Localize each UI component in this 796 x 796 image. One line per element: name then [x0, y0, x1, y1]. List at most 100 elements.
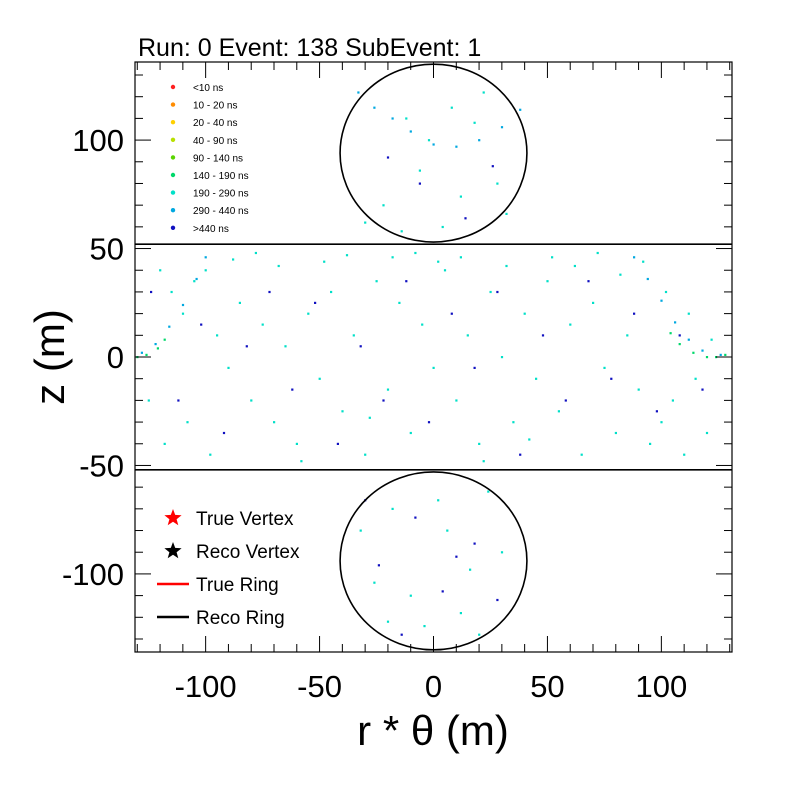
hit-point — [373, 581, 376, 584]
hit-point — [307, 312, 310, 315]
hit-point — [181, 312, 185, 315]
hit-point — [414, 251, 417, 255]
y-tick-label: 0 — [107, 340, 124, 375]
hit-point — [546, 280, 549, 283]
hit-point — [195, 277, 198, 281]
hit-point — [261, 323, 264, 326]
y-tick-label: -100 — [62, 557, 124, 592]
hit-point — [519, 108, 522, 111]
hit-point — [186, 421, 189, 424]
hit-point — [646, 277, 649, 281]
hit-point — [519, 453, 522, 456]
x-axis: -100 -50 0 50 100 — [136, 62, 731, 704]
hit-point — [692, 351, 695, 354]
hit-point — [168, 325, 171, 328]
hit-point — [386, 156, 390, 159]
hit-point — [478, 139, 481, 142]
hit-point — [238, 301, 241, 304]
x-tick-label: 100 — [635, 669, 687, 704]
hit-point — [455, 145, 458, 148]
hit-point — [364, 221, 367, 224]
hit-point — [569, 323, 572, 326]
hit-point — [455, 399, 458, 402]
hit-point — [464, 217, 467, 220]
hit-point — [391, 256, 394, 259]
hit-point — [610, 377, 613, 380]
hit-point — [314, 301, 317, 304]
hit-point — [619, 273, 622, 276]
legend-label: True Vertex — [196, 509, 294, 530]
hit-point — [227, 366, 230, 369]
hit-point — [163, 338, 166, 341]
hit-point — [427, 139, 431, 142]
hit-point — [633, 312, 636, 315]
plot-area — [134, 61, 733, 653]
hit-point — [473, 366, 476, 369]
hit-point — [500, 551, 504, 554]
plot-frame — [134, 61, 733, 653]
hit-point — [478, 442, 481, 445]
hit-point — [724, 353, 727, 356]
hit-point — [655, 410, 658, 413]
hit-point — [200, 323, 203, 326]
hit-point — [664, 290, 668, 294]
x-axis-title: r * θ (m) — [357, 707, 509, 754]
hit-point — [382, 399, 385, 402]
hit-point — [277, 264, 280, 268]
hit-point — [614, 431, 617, 435]
hit-point — [177, 399, 180, 402]
hit-point — [642, 260, 645, 263]
hit-point — [323, 260, 326, 263]
hits-layer — [136, 91, 727, 636]
hit-point — [418, 169, 421, 172]
x-tick-label: -100 — [175, 669, 237, 704]
hit-point — [391, 117, 394, 120]
legend-label: Reco Ring — [196, 608, 285, 629]
time-legend-marker — [170, 84, 176, 90]
hit-point — [573, 264, 576, 268]
time-legend-marker — [170, 208, 176, 213]
legend-label: True Ring — [196, 575, 279, 596]
hit-point — [441, 590, 444, 593]
hit-point — [147, 399, 150, 402]
hit-point — [459, 256, 462, 259]
hit-point — [587, 280, 590, 283]
y-axis: -100 -50 0 50 100 — [62, 74, 732, 640]
y-axis-title: z (m) — [26, 309, 73, 405]
hit-point — [505, 264, 508, 268]
hit-point — [273, 421, 276, 424]
hit-point — [564, 399, 567, 402]
time-legend-label: 190 - 290 ns — [193, 189, 249, 200]
hit-point — [541, 334, 545, 337]
hit-point — [232, 258, 235, 261]
hit-point — [352, 334, 355, 337]
time-legend-marker — [170, 102, 176, 107]
hit-point — [386, 388, 390, 391]
hit-point — [473, 542, 476, 545]
hit-point — [357, 91, 360, 94]
time-legend-label: <10 ns — [193, 83, 223, 94]
hit-point — [441, 225, 444, 229]
hit-point — [705, 356, 709, 359]
hit-point — [373, 106, 376, 109]
hit-point — [375, 280, 378, 283]
time-legend-marker — [170, 190, 176, 195]
hit-point — [528, 438, 531, 441]
hit-point — [330, 290, 333, 294]
hit-point — [204, 256, 207, 259]
time-legend-marker — [170, 172, 176, 178]
time-legend-label: 40 - 90 ns — [193, 136, 237, 147]
hit-point — [295, 442, 298, 445]
hit-point — [400, 230, 403, 233]
hit-point — [551, 256, 554, 259]
hit-point — [671, 399, 674, 402]
hit-point — [345, 254, 349, 257]
hit-point — [170, 290, 173, 294]
hit-point — [505, 212, 508, 215]
hit-point — [450, 312, 453, 315]
hit-point — [683, 453, 686, 456]
hit-point — [674, 321, 677, 324]
hit-point — [336, 442, 339, 445]
time-legend-marker — [170, 120, 176, 125]
